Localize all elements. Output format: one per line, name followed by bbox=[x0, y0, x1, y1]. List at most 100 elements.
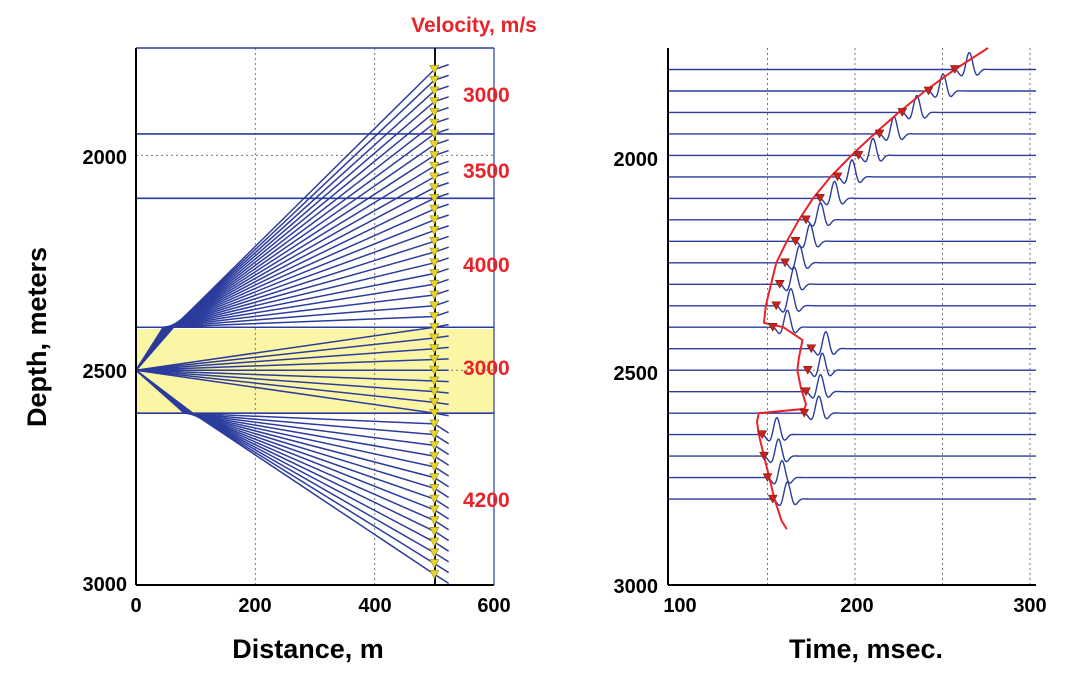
ray-path bbox=[135, 310, 449, 371]
receiver-marker bbox=[429, 151, 440, 161]
receiver-marker bbox=[429, 333, 440, 343]
seismic-trace bbox=[668, 202, 1036, 227]
receiver-marker bbox=[429, 462, 440, 472]
x-tick-600: 600 bbox=[477, 595, 510, 617]
seismic-trace bbox=[668, 116, 1036, 141]
receiver-marker bbox=[429, 441, 440, 450]
left-panel: 0 200 400 600 2000 2500 3000 Distance, m… bbox=[22, 14, 537, 664]
left-y-axis-label: Depth, meters bbox=[22, 247, 52, 427]
receiver-marker bbox=[429, 118, 440, 128]
left-x-ticks: 0 200 400 600 bbox=[130, 595, 510, 617]
receiver-marker bbox=[429, 505, 440, 515]
receiver-marker bbox=[429, 129, 440, 139]
seismic-trace bbox=[668, 395, 1036, 421]
seismic-trace bbox=[668, 266, 1036, 292]
low-velocity-layer bbox=[136, 329, 494, 413]
seismic-trace bbox=[668, 159, 1036, 184]
seismic-trace bbox=[668, 287, 1036, 313]
pick-marker bbox=[853, 151, 864, 160]
receiver-marker bbox=[429, 516, 440, 526]
receiver-marker bbox=[429, 97, 440, 107]
velocity-label-layer-4: 3000 bbox=[463, 357, 510, 380]
pick-marker bbox=[923, 86, 934, 96]
seismic-trace bbox=[668, 180, 1036, 206]
pick-marker bbox=[790, 237, 801, 246]
y-tick-2000: 2000 bbox=[83, 147, 128, 169]
receiver-marker bbox=[429, 322, 440, 332]
y-tick-3000: 3000 bbox=[83, 574, 128, 596]
pick-marker bbox=[801, 215, 811, 225]
pick-marker bbox=[874, 129, 885, 139]
pick-marker bbox=[897, 108, 908, 117]
seismic-trace bbox=[668, 352, 1036, 378]
receiver-marker bbox=[429, 312, 440, 322]
receiver-marker bbox=[429, 559, 440, 569]
seismic-trace bbox=[668, 94, 1036, 120]
receiver-marker bbox=[429, 194, 440, 203]
receiver-marker bbox=[429, 301, 440, 311]
seismic-traces bbox=[668, 51, 1036, 507]
receiver-marker bbox=[429, 108, 440, 118]
left-x-axis-label: Distance, m bbox=[232, 634, 384, 664]
t-tick-200: 200 bbox=[840, 595, 873, 617]
receiver-marker bbox=[429, 344, 440, 354]
left-y-ticks: 2000 2500 3000 bbox=[83, 147, 128, 596]
seismic-trace bbox=[668, 223, 1036, 249]
receiver-marker bbox=[429, 75, 440, 85]
seismic-trace bbox=[668, 373, 1036, 399]
t-tick-300: 300 bbox=[1013, 595, 1046, 617]
receiver-marker bbox=[429, 376, 440, 386]
receiver-marker bbox=[429, 398, 440, 408]
velocity-label-layer-5: 4200 bbox=[463, 489, 510, 512]
pick-marker bbox=[767, 494, 778, 504]
receiver-marker bbox=[429, 204, 440, 214]
y-tick-2500: 2500 bbox=[83, 361, 128, 383]
receiver-marker bbox=[429, 226, 440, 236]
receiver-marker bbox=[429, 237, 440, 246]
pick-marker bbox=[757, 430, 768, 440]
receiver-marker bbox=[429, 569, 440, 579]
pick-marker bbox=[832, 172, 843, 182]
receiver-marker bbox=[429, 215, 440, 225]
pick-marker bbox=[949, 65, 960, 74]
receiver-marker bbox=[429, 161, 440, 171]
pick-marker bbox=[802, 365, 813, 375]
pick-marker bbox=[780, 258, 790, 268]
receiver-marker bbox=[429, 279, 440, 289]
right-x-ticks: 100 200 300 bbox=[663, 595, 1046, 617]
seismic-trace bbox=[668, 438, 1036, 464]
seismic-trace bbox=[668, 459, 1036, 485]
velocity-label-layer-2: 3500 bbox=[463, 160, 510, 183]
receiver-marker bbox=[429, 290, 440, 300]
velocity-label-layer-1: 3000 bbox=[463, 84, 510, 107]
velocity-header: Velocity, m/s bbox=[411, 14, 537, 37]
t-tick-100: 100 bbox=[663, 595, 696, 617]
receiver-marker bbox=[429, 526, 440, 536]
velocity-label-layer-3: 4000 bbox=[463, 254, 510, 277]
receiver-marker bbox=[429, 537, 440, 547]
receiver-marker bbox=[429, 387, 440, 397]
receiver-marker bbox=[429, 269, 440, 279]
right-y-ticks: 2000 2500 3000 bbox=[614, 149, 659, 598]
right-x-axis-label: Time, msec. bbox=[789, 634, 943, 664]
receiver-marker bbox=[429, 473, 440, 483]
receiver-marker bbox=[429, 430, 440, 440]
r-y-tick-2500: 2500 bbox=[614, 363, 659, 385]
pick-marker bbox=[759, 451, 769, 461]
receiver-marker bbox=[429, 548, 440, 558]
pick-marker bbox=[771, 301, 782, 311]
right-grid bbox=[668, 48, 1036, 585]
receiver-marker bbox=[429, 172, 440, 182]
x-tick-400: 400 bbox=[358, 595, 391, 617]
receiver-marker bbox=[429, 419, 440, 429]
pick-marker bbox=[801, 387, 811, 397]
x-tick-200: 200 bbox=[238, 595, 271, 617]
pick-marker bbox=[799, 408, 810, 418]
seismic-trace bbox=[668, 481, 1036, 507]
receiver-marker bbox=[429, 183, 440, 193]
receiver-marker bbox=[429, 484, 440, 493]
receiver-marker bbox=[429, 365, 440, 375]
receiver-marker bbox=[429, 451, 440, 461]
x-tick-0: 0 bbox=[130, 595, 141, 617]
